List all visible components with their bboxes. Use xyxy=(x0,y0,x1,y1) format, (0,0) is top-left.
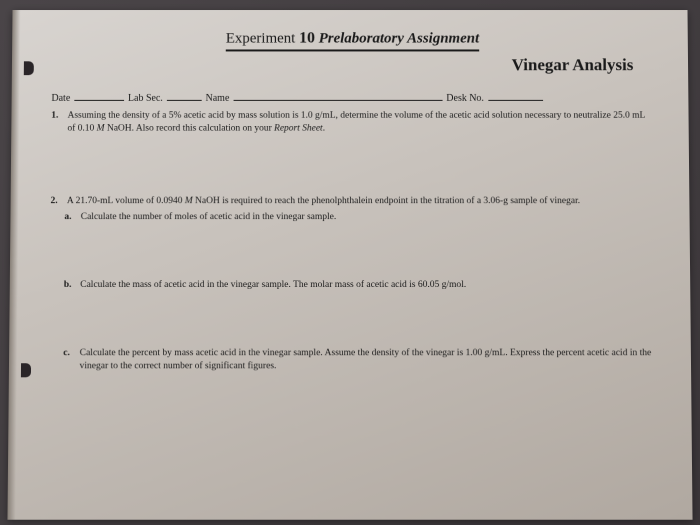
title-suffix: Prelaboratory Assignment xyxy=(315,30,479,46)
punch-hole xyxy=(21,363,31,377)
question-2: 2. A 21.70-mL volume of 0.0940 M NaOH is… xyxy=(49,194,656,372)
question-1: 1. Assuming the density of a 5% acetic a… xyxy=(51,109,654,134)
q2a-letter: a. xyxy=(64,211,78,224)
date-blank xyxy=(74,90,124,100)
q2b-letter: b. xyxy=(64,279,78,292)
q2a-text: Calculate the number of moles of acetic … xyxy=(81,211,653,224)
date-label: Date xyxy=(51,92,70,103)
labsec-label: Lab Sec. xyxy=(128,92,163,103)
question-2c: c. Calculate the percent by mass acetic … xyxy=(49,347,656,373)
q2b-text: Calculate the mass of acetic acid in the… xyxy=(80,279,653,292)
worksheet-page: Experiment 10 Prelaboratory Assignment V… xyxy=(7,10,692,520)
header-row: Date Lab Sec. Name Desk No. xyxy=(51,90,653,103)
q2-text: A 21.70-mL volume of 0.0940 M NaOH is re… xyxy=(67,194,653,207)
name-blank xyxy=(233,90,442,100)
q2-number: 2. xyxy=(50,194,64,207)
question-2b: b. Calculate the mass of acetic acid in … xyxy=(50,279,656,292)
title-number: 10 xyxy=(299,29,315,46)
desk-blank xyxy=(488,90,543,100)
desk-label: Desk No. xyxy=(446,92,484,103)
subtitle: Vinegar Analysis xyxy=(52,55,654,75)
title-prefix: Experiment xyxy=(226,30,299,46)
punch-hole xyxy=(24,61,34,75)
q2c-text: Calculate the percent by mass acetic aci… xyxy=(80,347,655,373)
title: Experiment 10 Prelaboratory Assignment xyxy=(52,29,653,51)
q1-number: 1. xyxy=(51,109,65,122)
labsec-blank xyxy=(167,90,202,100)
name-label: Name xyxy=(206,92,230,103)
page-edge-shadow xyxy=(7,10,20,520)
q2c-letter: c. xyxy=(63,347,77,360)
question-2a: a. Calculate the number of moles of acet… xyxy=(50,211,654,224)
q1-text: Assuming the density of a 5% acetic acid… xyxy=(67,109,652,134)
